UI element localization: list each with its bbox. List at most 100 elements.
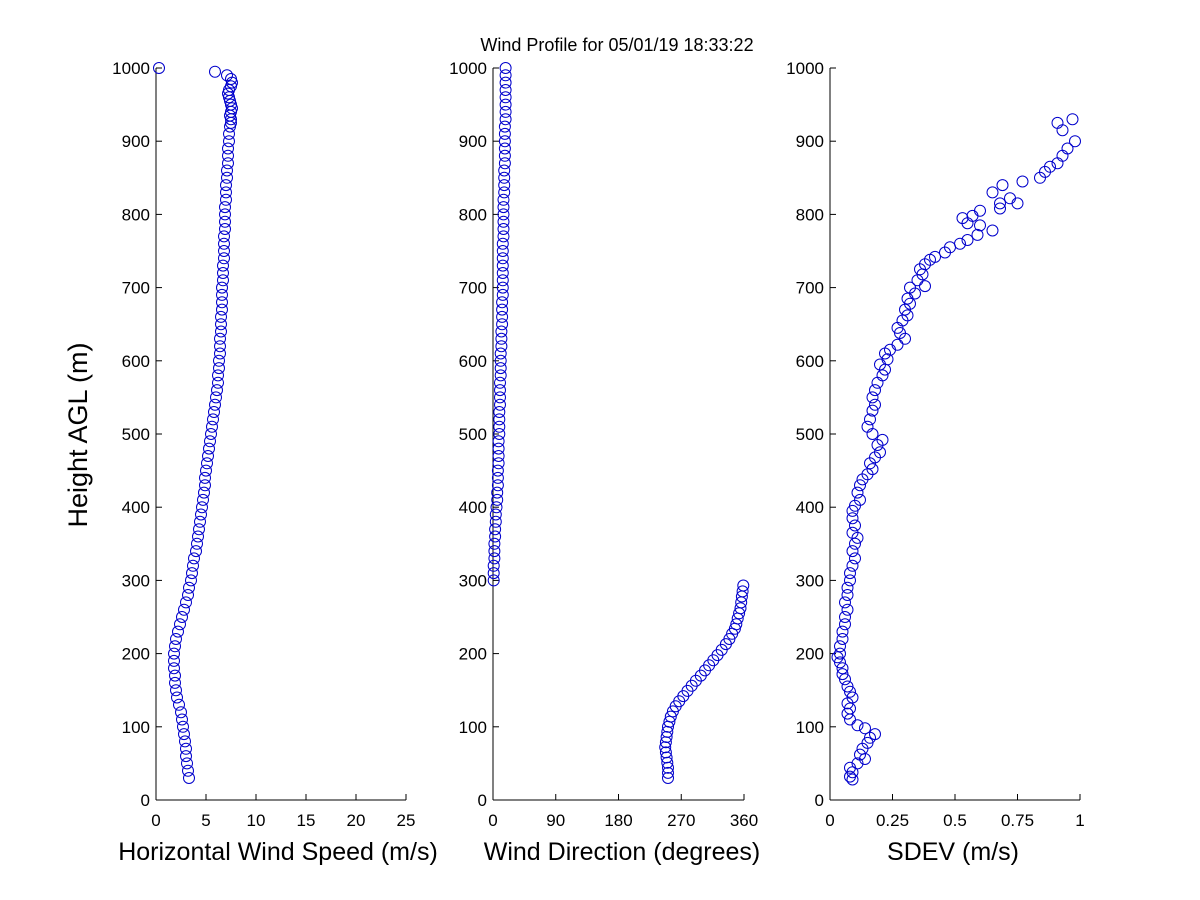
data-point-speed — [221, 164, 233, 177]
data-point-speed — [217, 274, 229, 287]
data-point-direction — [662, 766, 674, 779]
data-point-speed — [225, 113, 237, 126]
y-tick-label: 200 — [122, 645, 150, 664]
data-point-speed — [220, 179, 232, 192]
data-point-sdev — [839, 596, 851, 609]
data-point-direction — [494, 354, 507, 367]
data-point-sdev — [864, 457, 876, 470]
data-point-sdev — [891, 338, 904, 351]
data-point-sdev — [861, 420, 874, 433]
data-point-speed — [223, 135, 235, 148]
data-point-sdev — [839, 618, 851, 631]
y-tick-label: 900 — [459, 132, 487, 151]
data-point-speed — [190, 545, 202, 558]
data-point-sdev — [851, 486, 864, 499]
data-point-direction — [662, 720, 674, 733]
data-point-speed — [215, 318, 227, 331]
x-tick-label: 270 — [667, 811, 695, 830]
y-tick-label: 900 — [122, 132, 150, 151]
data-point-speed — [196, 501, 208, 514]
data-point-direction — [660, 731, 673, 743]
data-point-speed — [199, 479, 211, 492]
data-point-direction — [497, 208, 510, 221]
data-point-sdev — [836, 633, 849, 645]
y-tick-label: 600 — [796, 352, 824, 371]
y-tick-label: 400 — [122, 498, 150, 517]
y-tick-label: 900 — [796, 132, 824, 151]
data-point-direction — [499, 69, 512, 82]
data-point-speed — [218, 245, 230, 257]
data-point-speed — [182, 764, 194, 777]
data-point-sdev — [939, 246, 951, 259]
y-tick-label: 700 — [122, 279, 150, 298]
data-point-direction — [490, 501, 503, 514]
data-point-direction — [491, 479, 504, 492]
data-point-sdev — [994, 202, 1006, 215]
data-point-sdev — [854, 479, 866, 492]
data-point-speed — [197, 493, 209, 506]
data-point-sdev — [836, 625, 849, 638]
data-point-sdev — [859, 753, 871, 765]
data-point-sdev — [849, 519, 861, 532]
data-point-sdev — [834, 640, 846, 653]
y-tick-label: 1000 — [449, 59, 487, 78]
data-point-direction — [496, 237, 509, 250]
data-point-sdev — [841, 707, 854, 720]
data-point-sdev — [836, 662, 849, 675]
data-point-direction — [659, 736, 672, 749]
data-point-speed — [219, 223, 231, 235]
data-point-speed — [183, 581, 195, 594]
data-point-speed — [180, 742, 192, 755]
data-point-sdev — [866, 391, 879, 404]
data-point-speed — [169, 669, 181, 682]
data-point-direction — [499, 113, 512, 126]
data-point-direction — [661, 756, 674, 769]
data-point-sdev — [1066, 113, 1079, 126]
data-point-speed — [203, 442, 215, 455]
x-tick-label: 0.75 — [1001, 811, 1034, 830]
data-point-sdev — [966, 209, 979, 222]
data-point-direction — [499, 76, 512, 89]
data-point-direction — [497, 193, 510, 206]
data-point-sdev — [844, 713, 856, 726]
data-point-direction — [499, 62, 512, 74]
y-tick-label: 500 — [459, 425, 487, 444]
data-point-direction — [499, 98, 512, 111]
data-point-speed — [216, 303, 228, 316]
data-point-speed — [210, 391, 222, 404]
data-point-sdev — [919, 280, 931, 293]
data-point-sdev — [1069, 135, 1081, 148]
data-point-direction — [493, 406, 506, 418]
data-point-speed — [168, 647, 180, 660]
y-tick-label: 300 — [796, 571, 824, 590]
x-axis-label: Horizontal Wind Speed (m/s) — [118, 838, 438, 866]
data-point-speed — [226, 76, 238, 89]
data-point-speed — [179, 735, 191, 748]
data-point-direction — [493, 420, 506, 433]
data-point-speed — [193, 523, 205, 536]
data-point-direction — [487, 574, 500, 587]
y-tick-label: 0 — [141, 791, 150, 810]
data-point-sdev — [1051, 157, 1064, 170]
data-point-speed — [218, 252, 230, 265]
direction-panel: 0 100 200 300 400 500 600 700 800 900 1000 0 90 180 27… — [449, 59, 760, 866]
x-tick-label: 20 — [347, 811, 366, 830]
data-point-direction — [493, 413, 506, 426]
data-point-speed — [178, 603, 190, 616]
data-point-speed — [172, 625, 184, 638]
data-point-direction — [498, 157, 511, 170]
data-point-sdev — [859, 722, 871, 735]
y-tick-label: 0 — [478, 791, 487, 810]
data-point-speed — [219, 215, 231, 228]
data-point-sdev — [849, 537, 861, 550]
data-point-speed — [220, 186, 232, 199]
data-point-direction — [497, 201, 510, 214]
x-tick-label: 0 — [151, 811, 160, 830]
data-point-direction — [661, 725, 674, 738]
data-point-speed — [209, 65, 221, 78]
data-point-sdev — [846, 512, 859, 525]
data-point-sdev — [846, 773, 859, 786]
data-point-sdev — [866, 428, 879, 440]
data-point-speed — [194, 515, 206, 528]
y-tick-label: 1000 — [112, 59, 150, 78]
